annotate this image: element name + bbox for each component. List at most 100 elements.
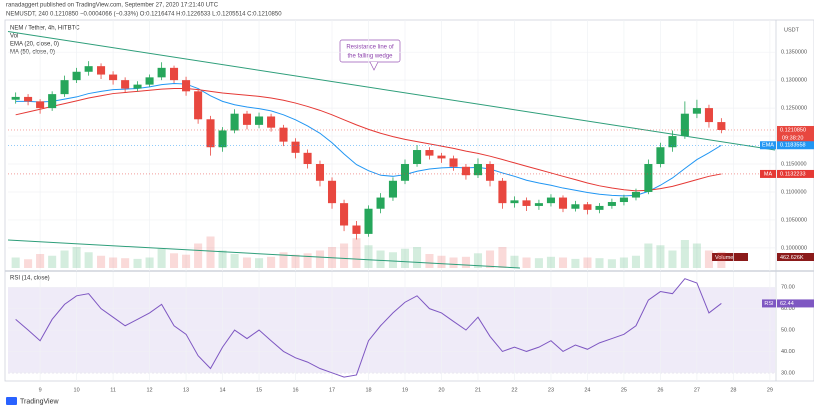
candle-body [449,158,458,167]
volume-bar [24,259,33,268]
candle-body [84,66,93,72]
candle-body [121,80,130,89]
candle-body [534,203,543,206]
candle-body [631,191,641,198]
volume-bar [558,257,568,268]
publish-line: ranadaggert published on TradingView.com… [6,3,219,9]
candle-body [11,96,20,100]
volume-tag-name: Volume [715,255,733,261]
volume-bar [656,245,665,268]
candle-body [388,180,397,198]
x-tick-label: 9 [39,387,42,393]
chart-title: NEM / Tether, 4h, HITBTC [10,26,80,32]
indicator-line [15,88,722,192]
volume-bar [255,258,264,268]
volume-bar [510,255,519,268]
candle-body [182,80,191,92]
volume-bar [425,254,434,268]
symbol-line: NEMUSDT, 240 0.1210850 −0.0004066 (−0.33… [6,12,282,18]
x-tick-label: 27 [694,387,700,393]
rsi-tick-label: 50.00 [781,327,795,333]
candle-body [704,108,713,123]
volume-bar [631,255,641,268]
indicator-line [15,82,722,197]
candle-body [619,197,628,203]
candle-body [510,200,519,204]
candle-body [595,205,604,210]
volume-bar [157,248,166,268]
volume-bar [303,253,312,268]
ma-legend: MA (50, close, 0) [10,50,55,56]
y-tick-label: 0.1250000 [781,106,807,112]
x-tick-label: 12 [147,387,153,393]
y-tick-label: 0.1050000 [781,217,807,223]
candle-body [36,101,45,109]
volume-bar [36,254,45,268]
rsi-tick-label: 30.00 [781,370,795,376]
volume-bar [485,250,495,268]
candle-body [145,77,154,85]
x-tick-label: 19 [402,387,408,393]
annotation-line: the falling wedge [347,54,393,60]
volume-bar [413,247,422,268]
price-tag-name: MA [764,171,773,177]
candle-body [692,108,701,114]
candle-body [437,155,446,159]
volume-bar [692,243,701,268]
x-tick-label: 13 [183,387,189,393]
rsi-tag: 62.44 [780,301,794,307]
candle-body [461,166,470,176]
x-tick-label: 18 [365,387,371,393]
volume-bar [546,256,555,268]
volume-bar [717,251,726,268]
price-tag: 0.1132233 [780,171,806,177]
y-tick-label: 0.1350000 [781,50,807,56]
candle-body [571,204,580,209]
candle-body [522,200,531,206]
volume-bar [534,258,543,268]
volume-bar [11,257,20,268]
candle-body [680,113,689,137]
volume-bar [522,257,531,268]
candle-body [48,94,57,109]
candle-body [242,113,252,125]
volume-bar [182,254,191,268]
candle-body [498,180,507,204]
annotation-pointer [369,61,379,71]
volume-bar [109,257,118,268]
volume-bar [60,250,69,268]
volume-bar [498,247,507,268]
candle-body [485,164,495,181]
candle-body [267,116,276,128]
volume-tag: 462.626K [780,255,804,261]
volume-bar [279,252,288,268]
price-tag-box [777,141,814,150]
volume-bar [400,248,410,268]
volume-bar [84,252,93,268]
volume-bar [340,243,349,268]
volume-bar [48,255,57,268]
x-tick-label: 22 [511,387,517,393]
volume-bar [388,252,397,268]
x-tick-label: 25 [621,387,627,393]
x-tick-label: 23 [548,387,554,393]
volume-bar [571,258,580,268]
price-tag-box [777,125,814,142]
candle-body [24,96,33,102]
candle-body [352,225,361,234]
x-tick-label: 17 [329,387,335,393]
candle-body [97,66,106,75]
volume-bar [583,257,592,268]
candle-body [400,164,410,181]
volume-bar [680,240,689,268]
x-tick-label: 10 [74,387,80,393]
rsi-title: RSI (14, close) [10,276,50,282]
candle-body [72,71,81,81]
price-tag-box [777,169,814,178]
annotation-line: Resistance line of [346,45,394,51]
x-tick-label: 26 [657,387,663,393]
x-tick-label: 24 [584,387,590,393]
candle-body [255,116,264,125]
candle-body [169,67,179,81]
